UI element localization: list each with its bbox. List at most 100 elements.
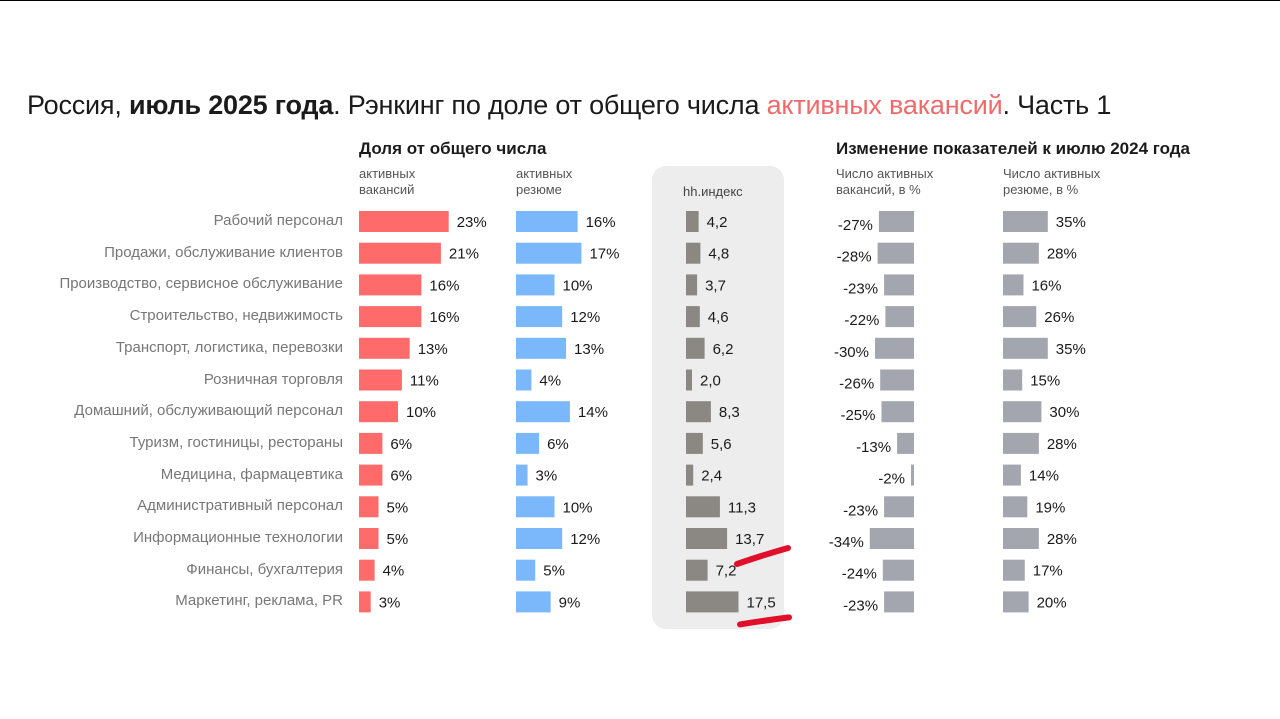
category-label: Информационные технологии xyxy=(133,529,343,546)
hh-index-value-label: 11,3 xyxy=(728,499,756,516)
vacancies-share-value-label: 11% xyxy=(410,373,439,390)
vacancies-change-value-label: -34% xyxy=(829,534,864,551)
vacancies-change-bar xyxy=(884,591,914,613)
vacancies-change-bar xyxy=(881,401,914,423)
col-label-hh-index: hh.индекс xyxy=(683,184,743,199)
vacancies-change-bar xyxy=(877,242,914,264)
vacancies-share-value-label: 6% xyxy=(390,468,412,485)
vacancies-change-value-label: -28% xyxy=(837,249,872,266)
resumes-share-bar xyxy=(516,559,536,581)
vacancies-change-value-label: -23% xyxy=(843,597,878,614)
vacancies-share-value-label: 10% xyxy=(406,404,436,421)
vacancies-share-value-label: 16% xyxy=(429,277,459,294)
highlight-mark xyxy=(734,545,791,567)
hh-index-bar xyxy=(686,464,694,486)
resumes-share-value-label: 16% xyxy=(586,214,616,231)
vacancies-share-bar xyxy=(359,432,383,454)
hh-index-bar xyxy=(686,274,698,296)
vacancies-change-bar xyxy=(884,496,914,518)
vacancies-share-bar xyxy=(359,496,379,518)
hh-index-value-label: 5,6 xyxy=(711,436,732,453)
resumes-share-value-label: 10% xyxy=(563,277,593,294)
vacancies-share-value-label: 21% xyxy=(449,246,479,263)
resumes-share-bar xyxy=(516,432,540,454)
vacancies-share-value-label: 16% xyxy=(429,309,459,326)
vacancies-change-value-label: -24% xyxy=(842,566,877,583)
resumes-change-value-label: 28% xyxy=(1047,436,1077,453)
vacancies-share-bar xyxy=(359,591,371,613)
hh-index-panel xyxy=(652,166,784,629)
resumes-change-bar xyxy=(1003,432,1039,454)
resumes-change-value-label: 35% xyxy=(1056,341,1086,358)
category-label: Домашний, обслуживающий персонал xyxy=(74,402,343,420)
resumes-change-bar xyxy=(1003,337,1048,359)
vacancies-share-bar xyxy=(359,369,402,391)
resumes-change-value-label: 19% xyxy=(1035,499,1065,516)
col-label-vacancies-change: Число активных вакансий, в % xyxy=(836,166,934,197)
hh-index-bar xyxy=(686,337,705,359)
resumes-change-value-label: 17% xyxy=(1033,563,1063,580)
hh-index-value-label: 7,2 xyxy=(716,563,737,580)
resumes-change-value-label: 15% xyxy=(1030,373,1060,390)
vacancies-change-bar xyxy=(885,306,914,328)
hh-index-value-label: 8,3 xyxy=(719,404,740,421)
resumes-share-value-label: 12% xyxy=(570,531,600,548)
vacancies-change-value-label: -25% xyxy=(840,407,875,424)
resumes-share-bar xyxy=(516,496,555,518)
vacancies-share-bar xyxy=(359,464,383,486)
resumes-change-bar xyxy=(1003,274,1024,296)
vacancies-share-bar xyxy=(359,401,398,423)
resumes-share-value-label: 13% xyxy=(574,341,604,358)
vacancies-change-bar xyxy=(884,274,914,296)
vacancies-share-value-label: 3% xyxy=(379,594,401,611)
vacancies-share-value-label: 6% xyxy=(390,436,412,453)
hh-index-bar xyxy=(686,306,700,328)
vacancies-change-value-label: -23% xyxy=(843,280,878,297)
resumes-share-bar xyxy=(516,528,563,549)
vacancies-change-bar xyxy=(880,369,914,391)
resumes-share-value-label: 4% xyxy=(539,373,561,390)
resumes-share-value-label: 14% xyxy=(578,404,608,421)
resumes-change-bar xyxy=(1003,528,1039,549)
hh-index-bar xyxy=(686,401,711,423)
resumes-share-value-label: 6% xyxy=(547,436,569,453)
resumes-share-value-label: 5% xyxy=(543,563,565,580)
vacancies-change-value-label: -13% xyxy=(856,439,891,456)
hh-index-value-label: 6,2 xyxy=(713,341,734,358)
category-label: Административный персонал xyxy=(137,497,343,515)
resumes-share-bar xyxy=(516,306,563,328)
resumes-change-value-label: 26% xyxy=(1044,309,1074,326)
vacancies-share-value-label: 5% xyxy=(387,499,409,516)
resumes-change-bar xyxy=(1003,369,1023,391)
resumes-change-bar xyxy=(1003,306,1037,328)
resumes-share-bar xyxy=(516,211,578,232)
category-label: Рабочий персонал xyxy=(213,212,343,229)
hh-index-bar xyxy=(686,242,701,264)
resumes-share-bar xyxy=(516,591,551,613)
category-label: Производство, сервисное обслуживание xyxy=(59,275,343,293)
vacancies-share-value-label: 4% xyxy=(383,563,405,580)
hh-index-value-label: 4,8 xyxy=(708,246,729,263)
hh-index-bar xyxy=(686,528,728,549)
vacancies-change-bar xyxy=(875,337,914,359)
vacancies-change-value-label: -27% xyxy=(838,217,873,234)
resumes-change-value-label: 14% xyxy=(1029,468,1059,485)
resumes-share-value-label: 10% xyxy=(563,499,593,516)
section-share-title: Доля от общего числа xyxy=(359,139,547,158)
vacancies-change-value-label: -22% xyxy=(844,312,879,329)
hh-index-value-label: 2,4 xyxy=(701,468,722,485)
col-label-resumes-change: Число активных резюме, в % xyxy=(1003,166,1101,197)
hh-index-value-label: 4,2 xyxy=(707,214,728,231)
vacancies-share-value-label: 23% xyxy=(457,214,487,231)
hh-index-value-label: 17,5 xyxy=(747,594,776,611)
resumes-share-value-label: 9% xyxy=(559,594,581,611)
col-label-resumes: активных резюме xyxy=(516,166,573,197)
vacancies-share-bar xyxy=(359,211,449,232)
hh-index-bar xyxy=(686,211,699,232)
resumes-change-bar xyxy=(1003,211,1048,232)
vacancies-change-value-label: -26% xyxy=(839,376,874,393)
resumes-change-bar xyxy=(1003,559,1025,581)
page-title: Россия, июль 2025 года. Рэнкинг по доле … xyxy=(27,90,1112,120)
hh-index-bar xyxy=(686,591,739,613)
